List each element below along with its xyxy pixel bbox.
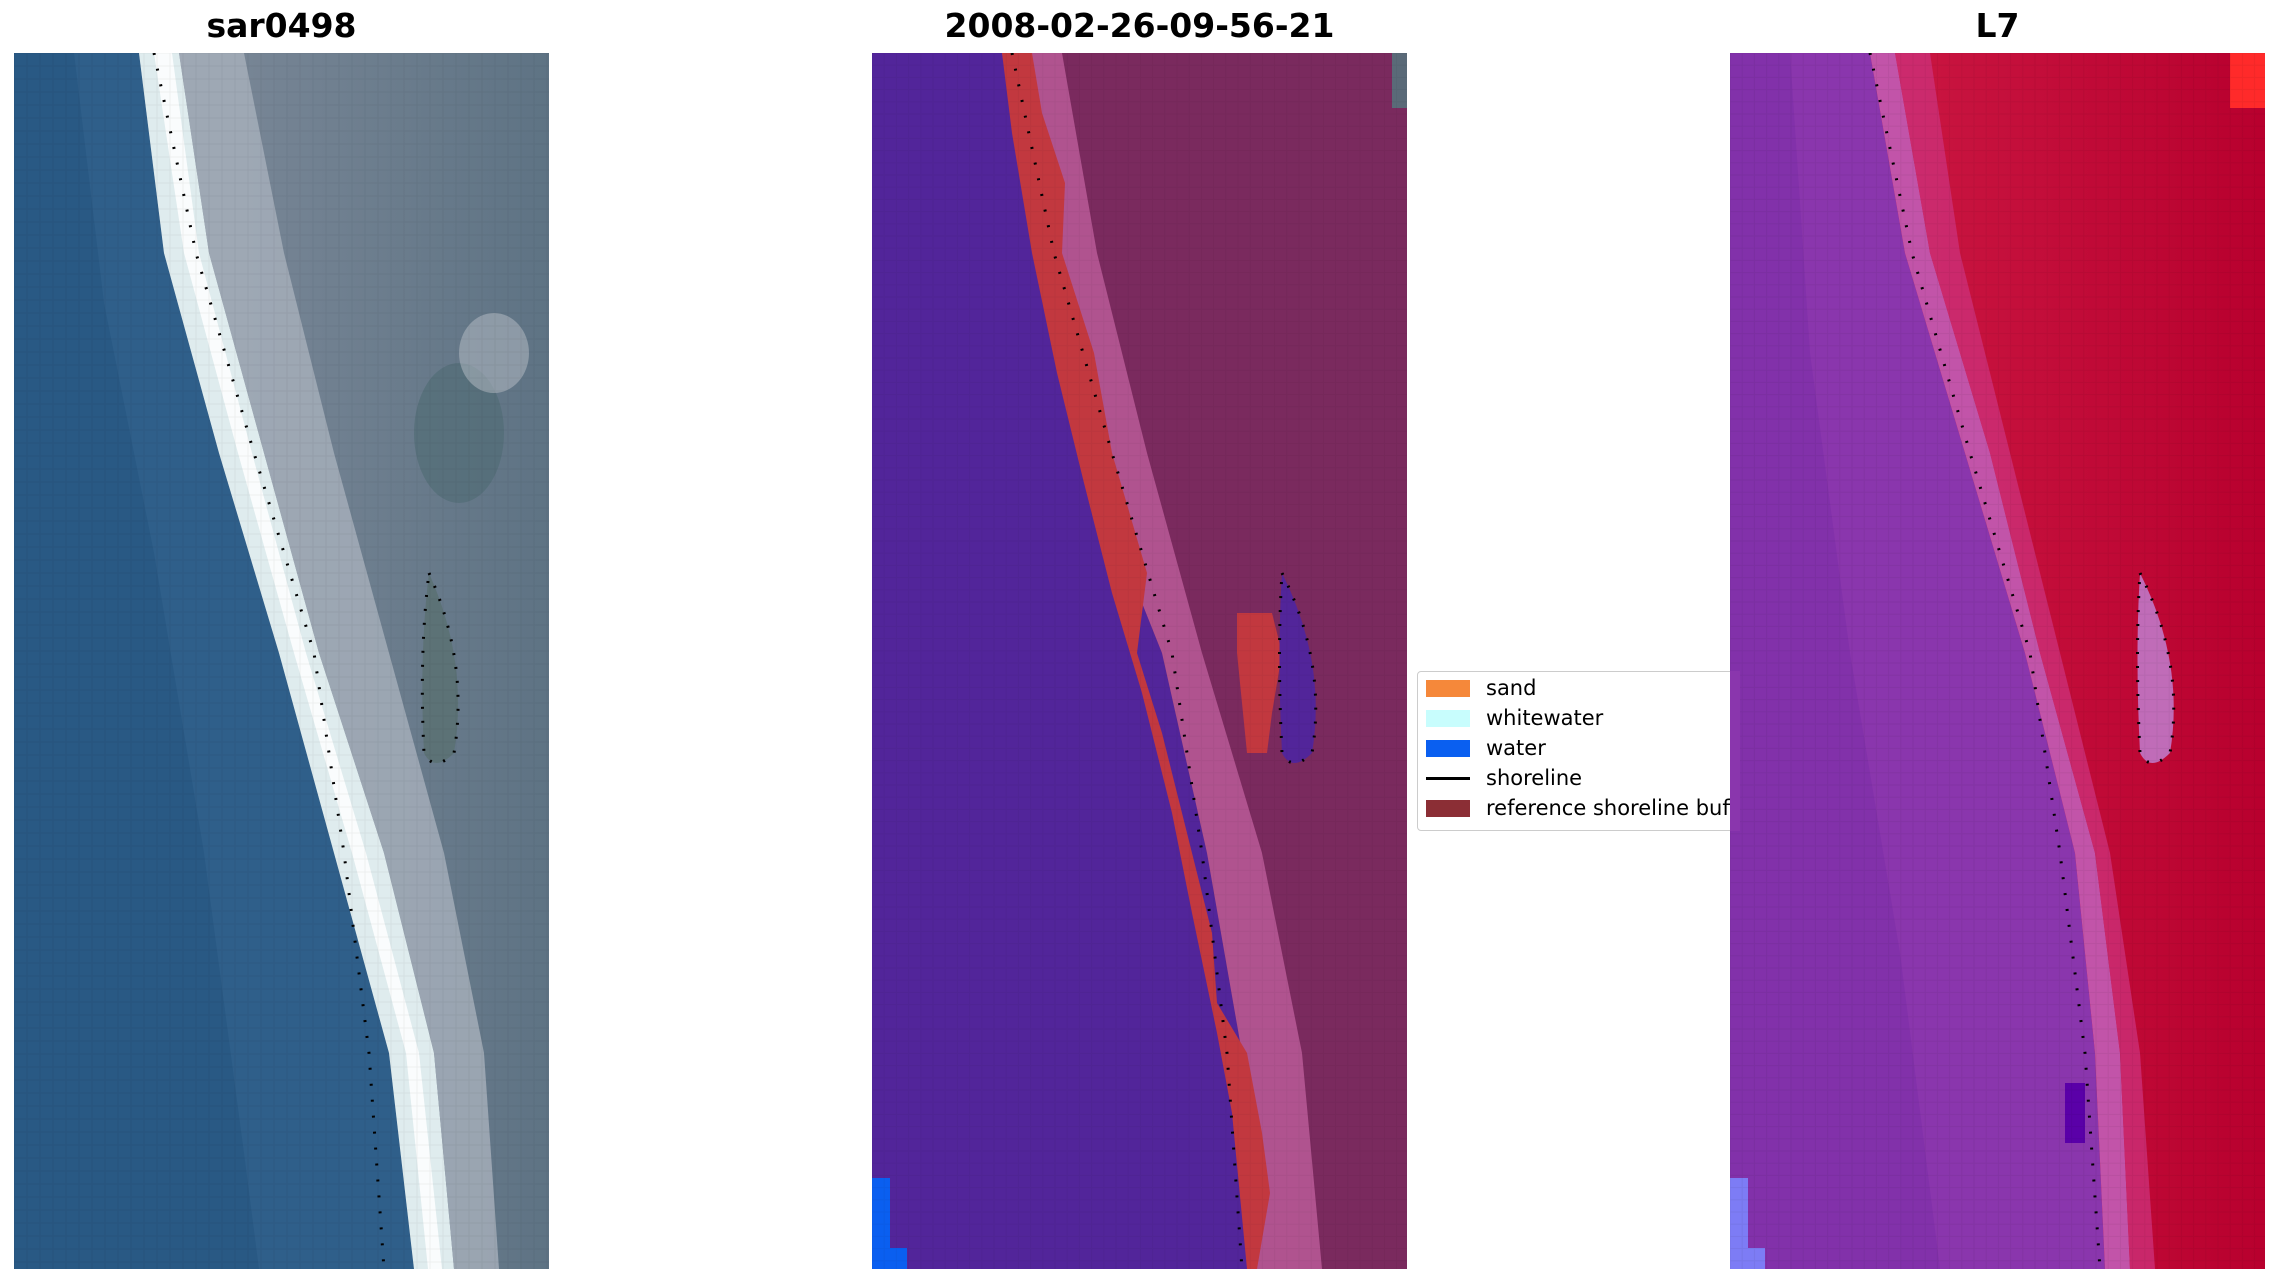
legend-item-water: water: [1426, 735, 1546, 761]
legend-item-whitewater: whitewater: [1426, 705, 1603, 731]
legend-label-whitewater: whitewater: [1486, 706, 1604, 730]
legend: sand whitewater water shoreline referenc…: [1417, 671, 1735, 831]
water-swatch: [1426, 739, 1470, 757]
classified-image: [872, 53, 1407, 1269]
shoreline-line-swatch: [1426, 776, 1470, 780]
legend-label-reference-buffer: reference shoreline buffer: [1486, 796, 1735, 820]
legend-item-reference-buffer: reference shoreline buffer: [1426, 795, 1735, 821]
l7-panel-overlap: [1730, 671, 1740, 831]
legend-label-water: water: [1486, 736, 1546, 760]
whitewater-swatch: [1426, 709, 1470, 727]
panel-title-l7: L7: [1975, 6, 2020, 45]
rgb-satellite-image: [14, 53, 549, 1269]
sand-swatch: [1426, 679, 1470, 697]
legend-item-shoreline: shoreline: [1426, 765, 1582, 791]
panel-title-classified: 2008-02-26-09-56-21: [944, 6, 1335, 45]
l7-index-image: [1730, 53, 2265, 1269]
reference-buffer-swatch: [1426, 799, 1470, 817]
legend-label-shoreline: shoreline: [1486, 766, 1583, 790]
legend-item-sand: sand: [1426, 675, 1536, 701]
panel-title-rgb: sar0498: [206, 6, 357, 45]
legend-label-sand: sand: [1486, 676, 1537, 700]
